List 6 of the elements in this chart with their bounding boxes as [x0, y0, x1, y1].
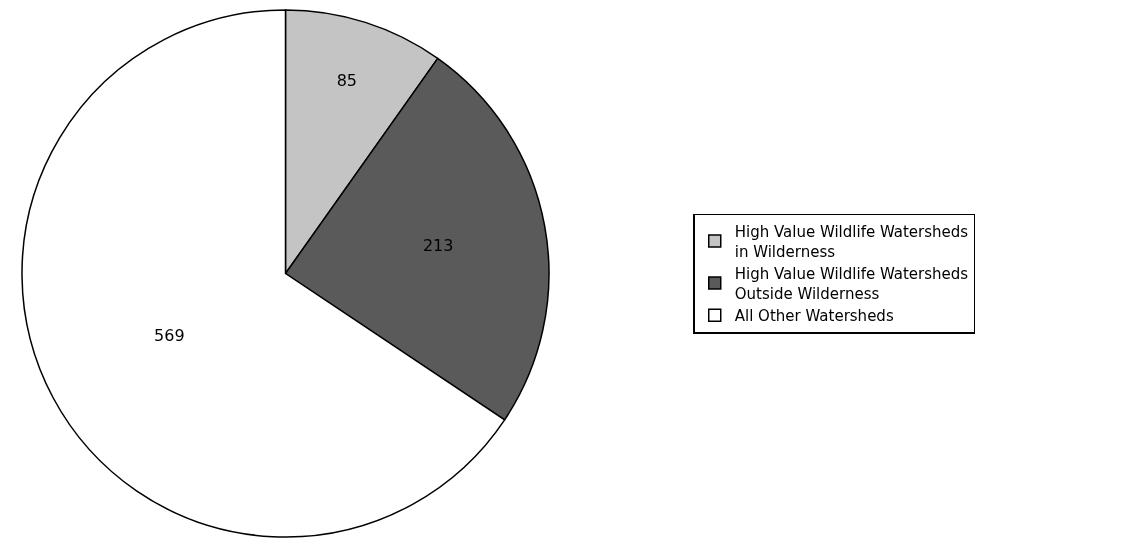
data-label: 569: [154, 326, 185, 346]
data-label: 85: [336, 71, 357, 91]
legend-label: High Value Wildlife Watersheds in Wilderness: [734, 223, 969, 261]
data-label: 213: [422, 235, 454, 255]
legend-label: High Value Wildlife Watersheds Outside Wilderness: [734, 265, 969, 303]
legend-label: All Other Watersheds: [734, 307, 894, 326]
